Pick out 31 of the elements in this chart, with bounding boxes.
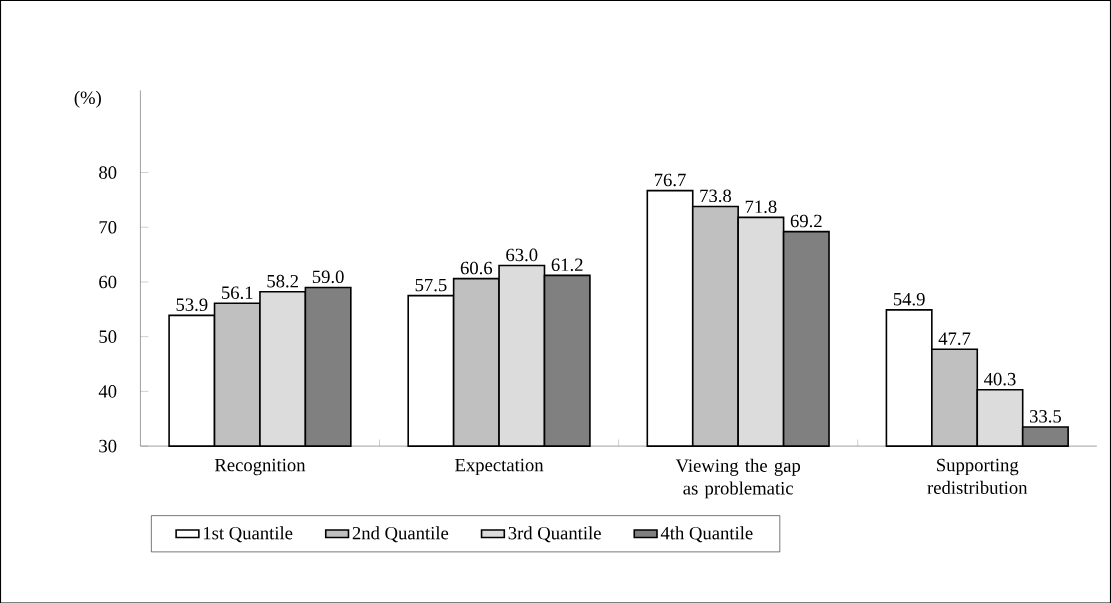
x-tick-label: Viewing the gap as problematic (675, 458, 801, 499)
x-tick-label: Recognition (214, 458, 306, 475)
legend-label: 1st Quantile (203, 526, 293, 543)
y-tick-label: 30 (99, 439, 117, 453)
data-label: 57.5 (415, 278, 447, 292)
data-label: 58.2 (267, 274, 298, 288)
data-label: 60.6 (460, 261, 493, 275)
legend-label: 4th Quantile (660, 526, 753, 543)
x-tick-label: Supporting redistribution (927, 458, 1028, 494)
data-label: 69.2 (790, 214, 822, 228)
data-label: 76.7 (654, 173, 686, 187)
data-label: 63.0 (506, 248, 538, 262)
data-label: 53.9 (176, 298, 208, 311)
data-label: 47.7 (938, 332, 971, 345)
y-tick-label: 70 (99, 220, 117, 234)
data-label: 40.3 (984, 372, 1016, 386)
data-label: 73.8 (700, 189, 732, 202)
data-label: 33.5 (1030, 409, 1062, 423)
y-tick-label: 40 (98, 384, 117, 398)
data-label: 59.0 (312, 270, 344, 283)
y-tick-label: 80 (99, 165, 117, 179)
data-label: 54.9 (893, 292, 925, 306)
data-label: 71.8 (745, 200, 777, 213)
y-tick-label: 50 (99, 330, 117, 343)
y-tick-label: 60 (99, 275, 117, 289)
legend-label: 3rd Quantile (508, 526, 601, 543)
data-label: 61.2 (551, 258, 583, 271)
y-axis-title: (%) (74, 90, 101, 108)
x-tick-label: Expectation (455, 458, 544, 475)
data-label: 56.1 (222, 286, 253, 299)
legend-label: 2nd Quantile (352, 526, 449, 543)
